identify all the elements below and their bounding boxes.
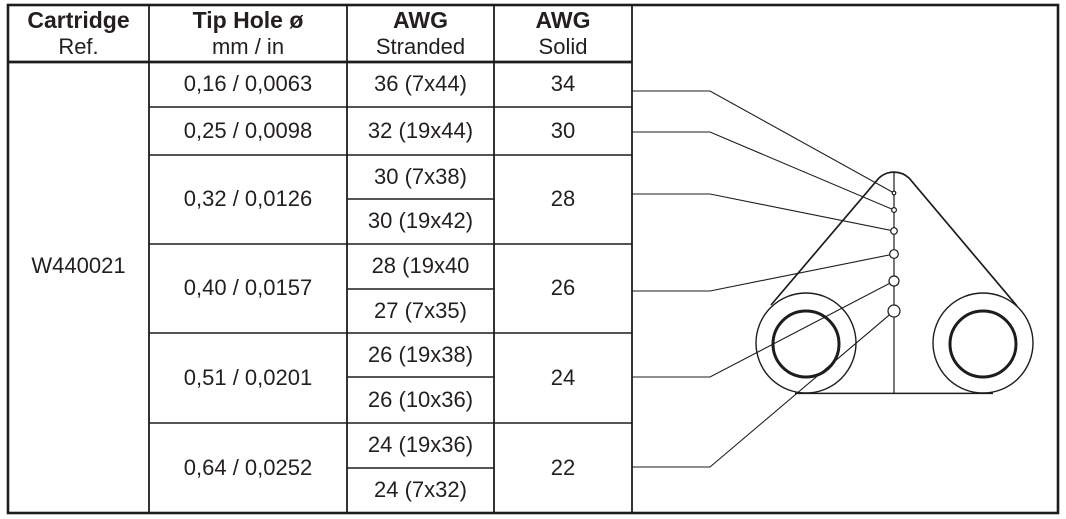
tip-hole-cell: 0,32 / 0,0126 xyxy=(183,186,313,212)
stranded-cell: 24 (19x36) xyxy=(367,432,474,458)
leader-row-2 xyxy=(632,131,895,211)
header-cartridge: Cartridge Ref. xyxy=(8,5,149,62)
tip-hole-cell: 0,64 / 0,0252 xyxy=(183,454,313,480)
header-awg-stranded: AWG Stranded xyxy=(347,5,494,62)
stranded-cell: 30 (7x38) xyxy=(374,163,467,189)
tip-hole-cell: 0,16 / 0,0063 xyxy=(183,71,313,97)
stranded-cell: 26 (19x38) xyxy=(367,341,474,367)
solid-cell: 34 xyxy=(550,71,576,97)
solid-cell: 30 xyxy=(550,117,576,143)
leader-row-3 xyxy=(632,193,895,232)
tip-hole-6 xyxy=(887,304,901,318)
tip-holes xyxy=(887,190,901,318)
stranded-cell: 28 (19x40 xyxy=(371,253,470,279)
solid-cell: 24 xyxy=(550,364,576,390)
header-tip-hole: Tip Hole ø mm / in xyxy=(149,5,347,62)
tip-hole-1 xyxy=(891,190,897,196)
tip-hole-cell: 0,51 / 0,0201 xyxy=(183,364,313,390)
left-barrel-inner-circle xyxy=(771,309,841,379)
leader-lines xyxy=(632,90,895,468)
leader-row-6 xyxy=(632,310,895,468)
header-awg-stranded-line1: AWG xyxy=(393,7,448,34)
solid-cell: 26 xyxy=(550,275,576,301)
tip-hole-2 xyxy=(890,207,897,214)
stranded-cell: 24 (7x32) xyxy=(374,477,467,503)
stranded-cell: 27 (7x35) xyxy=(374,297,467,323)
tip-hole-cell: 0,40 / 0,0157 xyxy=(183,275,313,301)
leader-row-5 xyxy=(632,280,895,378)
solid-cell: 28 xyxy=(550,186,576,212)
header-awg-stranded-line2: Stranded xyxy=(375,33,466,59)
tip-hole-cell: 0,25 / 0,0098 xyxy=(183,117,313,143)
header-cartridge-line1: Cartridge xyxy=(27,7,130,34)
tip-hole-5 xyxy=(888,275,900,287)
stranded-cell: 32 (19x44) xyxy=(367,117,474,143)
right-barrel-outer-circle xyxy=(932,292,1034,394)
leader-row-1 xyxy=(632,90,895,194)
stranded-cell: 30 (19x42) xyxy=(367,208,474,234)
cartridge-ref-cell: W440021 xyxy=(31,252,126,278)
solid-cell: 22 xyxy=(550,454,576,480)
stranded-cell: 26 (10x36) xyxy=(367,386,474,412)
header-awg-solid-line2: Solid xyxy=(538,33,588,59)
right-barrel-inner-circle xyxy=(948,309,1018,379)
header-awg-solid: AWG Solid xyxy=(494,5,632,62)
header-awg-solid-line1: AWG xyxy=(535,7,591,34)
tip-hole-3 xyxy=(890,227,898,235)
tip-hole-4 xyxy=(889,249,899,259)
leader-row-4 xyxy=(632,253,895,292)
header-tip-hole-line2: mm / in xyxy=(211,33,285,59)
header-tip-hole-line1: Tip Hole ø xyxy=(192,7,304,34)
stranded-cell: 36 (7x44) xyxy=(374,71,467,97)
cartridge-nose-outline xyxy=(770,171,1018,307)
header-cartridge-line2: Ref. xyxy=(58,33,99,59)
table-grid xyxy=(6,3,1060,515)
